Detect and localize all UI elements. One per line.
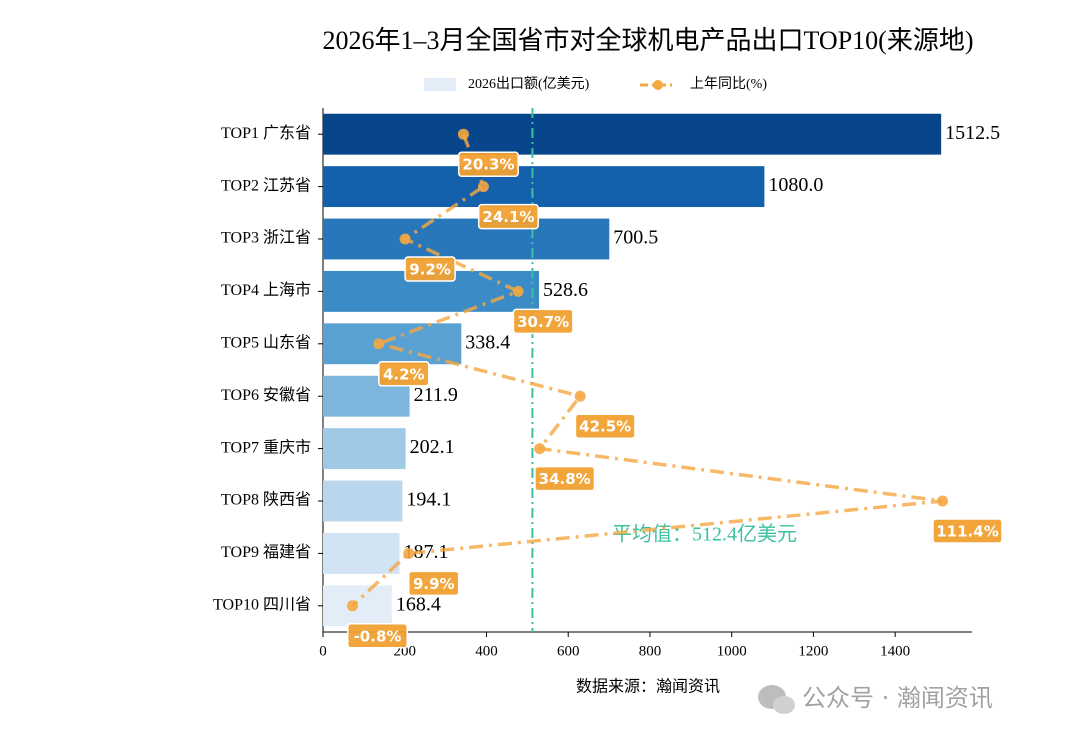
y-tick-label: TOP2 江苏省 — [221, 176, 311, 194]
y-tick-label: TOP1 广东省 — [221, 124, 311, 142]
bar-value-label: 194.1 — [406, 489, 451, 511]
line-value-label: -0.8% — [347, 623, 408, 649]
label-box — [457, 151, 519, 177]
line-value-label: 20.3% — [457, 151, 519, 177]
line-marker — [373, 338, 385, 350]
line-marker — [477, 181, 489, 193]
y-tick-label: TOP5 山东省 — [221, 333, 311, 351]
bar-value-label: 1080.0 — [768, 174, 823, 196]
bar-value-label: 202.1 — [410, 436, 455, 458]
bar — [323, 480, 403, 522]
source-note: 数据来源：瀚闻资讯 — [576, 678, 720, 696]
label-text: 30.7% — [517, 313, 569, 331]
line-value-label: 9.9% — [408, 570, 460, 597]
x-tick-label: 600 — [557, 643, 580, 659]
y-tick-label: TOP9 福建省 — [221, 543, 311, 561]
bar — [323, 113, 942, 155]
y-tick-label: TOP3 浙江省 — [221, 229, 311, 247]
x-tick-label: 800 — [639, 643, 662, 659]
line-value-label: 42.5% — [574, 413, 636, 439]
legend: 2026出口额(亿美元) 上年同比(%) — [424, 76, 767, 92]
line-value-label: 30.7% — [512, 308, 574, 335]
line-value-label: 9.2% — [404, 256, 456, 282]
bar — [323, 532, 400, 574]
label-text: 42.5% — [579, 418, 631, 436]
legend-label: 上年同比(%) — [690, 76, 767, 92]
x-tick-label: 1400 — [880, 643, 910, 659]
label-text: 24.1% — [482, 208, 534, 226]
line-marker — [403, 547, 415, 559]
legend-marker — [653, 80, 663, 90]
line-marker — [512, 285, 524, 297]
label-box — [574, 413, 636, 439]
label-box — [932, 518, 1003, 544]
label-text: 20.3% — [462, 156, 514, 174]
bar-value-label: 338.4 — [465, 331, 510, 353]
average-label: 平均值：512.4亿美元 — [612, 523, 797, 546]
line-value-label: 34.8% — [534, 465, 596, 492]
label-box — [534, 465, 596, 492]
label-box — [378, 361, 430, 387]
bar — [323, 428, 406, 470]
chart-title: 2026年1–3月全国省市对全球机电产品出口TOP10(来源地) — [323, 26, 974, 55]
bar-value-label: 1512.5 — [945, 122, 1000, 144]
bar — [323, 166, 765, 208]
label-box — [347, 623, 408, 649]
y-tick-label: TOP10 四川省 — [213, 595, 311, 613]
label-text: 9.9% — [413, 575, 455, 593]
line — [351, 133, 943, 608]
bar — [323, 323, 462, 365]
label-box — [408, 570, 460, 597]
line-marker — [399, 233, 411, 245]
x-tick-label: 400 — [475, 643, 498, 659]
line-marker — [574, 390, 586, 402]
x-tick-label: 1200 — [798, 643, 828, 659]
label-text: 34.8% — [539, 470, 591, 488]
watermark: 公众号 · 瀚闻资讯 — [758, 684, 993, 714]
line-marker — [347, 600, 358, 612]
line-value-label: 4.2% — [378, 361, 430, 387]
bar-value-label: 528.6 — [543, 279, 588, 301]
bar-value-label: 700.5 — [613, 227, 658, 249]
label-box — [477, 203, 539, 230]
legend-swatch — [424, 78, 456, 91]
y-tick-label: TOP7 重庆市 — [221, 438, 311, 456]
line-marker — [937, 495, 948, 507]
x-tick-label: 1000 — [717, 643, 747, 659]
label-text: 9.2% — [409, 261, 451, 279]
line-value-label: 24.1% — [477, 203, 539, 230]
legend-label: 2026出口额(亿美元) — [468, 76, 590, 92]
label-text: 4.2% — [383, 365, 425, 383]
watermark-icon — [773, 696, 795, 714]
x-tick-label: 0 — [319, 643, 327, 659]
bar — [323, 218, 610, 260]
bar-value-label: 168.4 — [396, 593, 441, 615]
line-marker — [457, 128, 469, 140]
bar-value-label: 187.1 — [403, 541, 448, 563]
y-tick-label: TOP6 安徽省 — [221, 386, 311, 404]
label-box — [512, 308, 574, 335]
label-text: -0.8% — [354, 627, 402, 645]
label-box — [404, 256, 456, 282]
watermark-text: 公众号 · 瀚闻资讯 — [802, 684, 993, 712]
y-tick-label: TOP4 上海市 — [221, 281, 311, 299]
bar-value-label: 211.9 — [414, 384, 458, 406]
line-marker — [534, 443, 546, 455]
label-text: 111.4% — [936, 523, 998, 541]
line-value-label: 111.4% — [932, 518, 1003, 544]
y-tick-label: TOP8 陕西省 — [221, 491, 311, 509]
